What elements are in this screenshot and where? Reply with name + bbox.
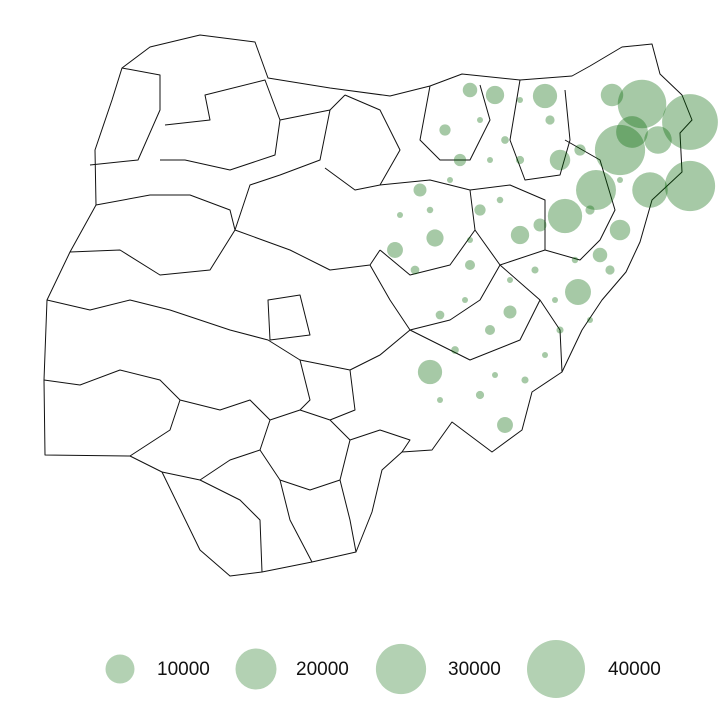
bubble xyxy=(662,94,718,150)
legend-label: 30000 xyxy=(448,659,501,680)
bubble xyxy=(531,266,539,274)
bubble xyxy=(556,326,564,334)
bubble xyxy=(664,160,716,212)
bubble xyxy=(387,242,403,258)
bubble xyxy=(492,372,498,378)
bubble xyxy=(515,155,525,165)
bubble xyxy=(462,297,468,303)
bubble xyxy=(545,115,555,125)
bubble xyxy=(542,352,548,358)
bubble xyxy=(609,219,631,241)
legend-label: 40000 xyxy=(608,659,661,680)
bubble xyxy=(644,126,672,154)
bubble-layer xyxy=(387,79,718,433)
bubble xyxy=(426,206,434,214)
bubble xyxy=(587,317,593,323)
legend-symbol xyxy=(527,640,585,698)
bubble xyxy=(585,205,595,215)
bubble xyxy=(503,305,517,319)
country-outline xyxy=(43,34,693,577)
bubble xyxy=(487,157,493,163)
bubble xyxy=(532,83,558,109)
bubble xyxy=(592,247,608,263)
bubble xyxy=(521,376,529,384)
bubble xyxy=(451,346,459,354)
bubble xyxy=(549,149,571,171)
bubble xyxy=(552,297,558,303)
state-borders xyxy=(43,67,616,573)
bubble xyxy=(410,265,420,275)
legend-label: 20000 xyxy=(296,659,349,680)
bubble xyxy=(574,144,586,156)
bubble xyxy=(617,177,623,183)
bubble xyxy=(462,82,478,98)
legend: 10000 20000 30000 40000 xyxy=(105,640,661,698)
bubble xyxy=(467,237,473,243)
bubble xyxy=(485,85,505,105)
bubble xyxy=(616,116,648,148)
bubble xyxy=(464,259,476,271)
bubble xyxy=(510,225,530,245)
bubble xyxy=(397,212,403,218)
bubble xyxy=(477,117,483,123)
bubble xyxy=(447,177,453,183)
bubble xyxy=(417,359,443,385)
bubble xyxy=(605,265,615,275)
bubble xyxy=(576,170,616,210)
legend-label: 10000 xyxy=(157,659,210,680)
bubble xyxy=(517,97,523,103)
bubble xyxy=(501,136,509,144)
bubble xyxy=(571,256,579,264)
bubble xyxy=(426,229,444,247)
bubble xyxy=(435,310,445,320)
legend-symbol xyxy=(235,648,277,690)
bubble xyxy=(453,153,467,167)
bubble xyxy=(475,390,485,400)
bubble xyxy=(474,204,486,216)
bubble xyxy=(437,397,443,403)
bubble xyxy=(507,277,513,283)
bubble xyxy=(496,196,504,204)
bubble xyxy=(484,324,496,336)
bubble xyxy=(497,417,513,433)
bubble xyxy=(594,124,646,176)
bubble xyxy=(413,183,427,197)
bubble xyxy=(565,279,591,305)
bubble xyxy=(547,198,583,234)
legend-symbol xyxy=(375,643,427,695)
bubble xyxy=(617,79,667,129)
legend-symbol xyxy=(105,654,135,684)
bubble xyxy=(439,124,451,136)
bubble xyxy=(632,172,668,208)
bubble xyxy=(600,83,624,107)
bubble xyxy=(533,218,547,232)
